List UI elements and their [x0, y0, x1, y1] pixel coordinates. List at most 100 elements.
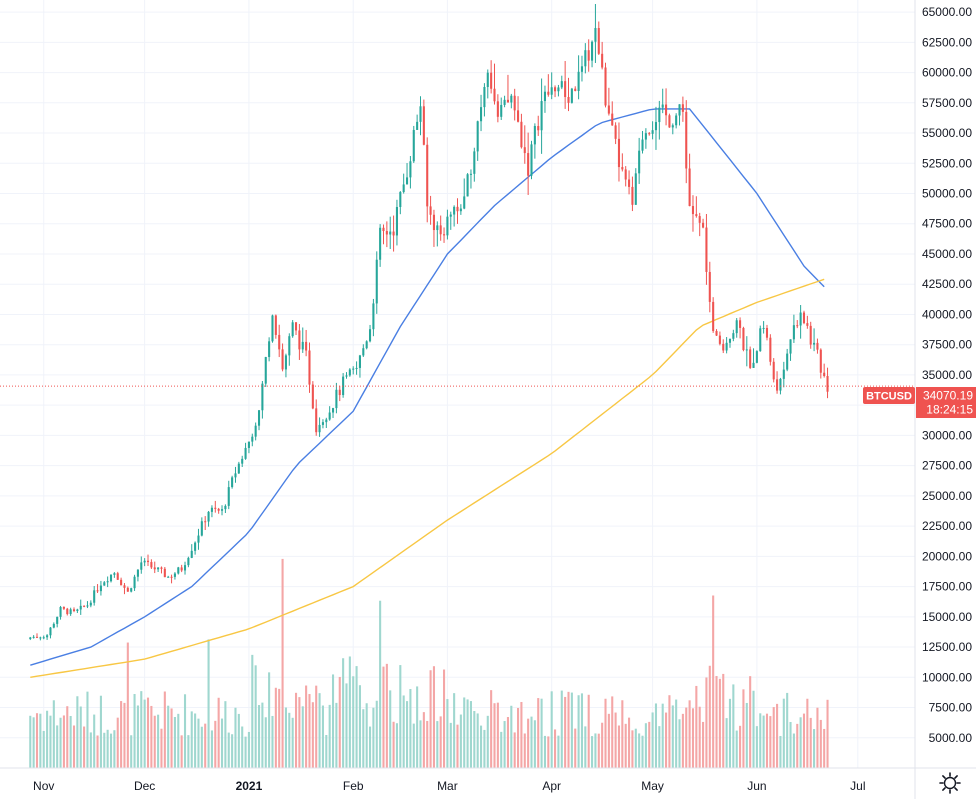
candle-body	[257, 410, 261, 426]
candle-body	[365, 341, 368, 349]
volume-bar	[409, 689, 412, 768]
volume-bar	[597, 733, 600, 768]
candle-body	[231, 477, 234, 488]
volume-bar	[533, 720, 536, 768]
candle-body	[197, 535, 200, 543]
price-tag-symbol: BTCUSD	[866, 391, 912, 403]
candle-body	[52, 623, 55, 628]
volume-bar	[126, 642, 129, 768]
candle-body	[183, 565, 187, 571]
candle-body	[305, 341, 308, 351]
volume-bar	[382, 666, 385, 768]
x-tick-label: Mar	[437, 779, 458, 793]
candle-body	[564, 81, 567, 98]
y-tick-label: 45000.00	[922, 247, 972, 261]
candle-body	[281, 349, 284, 370]
volume-bar	[685, 707, 688, 768]
volume-bar	[527, 718, 530, 768]
candle-body	[816, 342, 819, 350]
candle-body	[325, 419, 328, 423]
volume-bar	[806, 698, 809, 768]
candle-body	[301, 341, 304, 350]
y-tick-label: 27500.00	[922, 459, 972, 473]
candle-body	[577, 71, 580, 91]
candle-body	[762, 327, 765, 329]
candle-body	[251, 436, 254, 442]
candle-body	[611, 113, 614, 126]
volume-bar	[557, 735, 560, 768]
candle-body	[298, 330, 301, 350]
volume-bar	[772, 707, 775, 768]
volume-bar	[52, 700, 55, 768]
volume-bar	[251, 654, 254, 768]
volume-bar	[365, 703, 368, 768]
candle-body	[385, 231, 388, 235]
candle-body	[109, 574, 113, 582]
candle-body	[537, 126, 540, 131]
volume-bar	[644, 723, 647, 768]
volume-bar	[348, 656, 351, 768]
volume-bar	[368, 726, 372, 768]
candle-body	[220, 509, 224, 511]
volume-bar	[510, 705, 513, 768]
price-tag-countdown: 18:24:15	[926, 403, 973, 417]
candle-body	[76, 609, 79, 611]
candle-body	[661, 104, 664, 108]
volume-bar	[513, 732, 516, 768]
candle-body	[83, 605, 86, 607]
volume-bar	[671, 705, 674, 768]
candle-body	[318, 424, 321, 433]
volume-bar	[69, 715, 72, 768]
candle-body	[389, 231, 392, 235]
volume-bar	[658, 726, 661, 768]
candle-body	[49, 627, 52, 636]
candle-body	[715, 330, 718, 336]
candle-body	[500, 104, 503, 117]
candle-body	[419, 106, 422, 122]
x-tick-label: Dec	[134, 779, 155, 793]
candle-body	[140, 562, 143, 570]
volume-bar	[604, 698, 607, 768]
candle-body	[540, 101, 543, 131]
volume-bar	[210, 730, 213, 768]
volume-bar	[35, 713, 39, 768]
ma-long-line	[30, 278, 825, 678]
volume-bar	[688, 700, 691, 768]
volume-bar	[66, 706, 69, 768]
candle-body	[123, 585, 126, 588]
candle-body	[594, 28, 597, 42]
candle-body	[190, 550, 193, 558]
volume-bar	[93, 714, 96, 768]
volume-bar	[564, 696, 567, 768]
volume-bar	[278, 688, 281, 768]
volume-bar	[358, 685, 361, 768]
candle-body	[379, 227, 382, 260]
candle-body	[718, 335, 721, 344]
gear-icon[interactable]	[936, 769, 964, 797]
candle-body	[607, 105, 610, 114]
candle-body	[473, 151, 476, 174]
candle-body	[342, 376, 345, 396]
candle-body	[392, 231, 395, 236]
volume-bar	[355, 666, 358, 768]
candle-body	[362, 348, 365, 356]
volume-bar	[543, 735, 547, 768]
volume-bar	[123, 702, 126, 768]
candle-body	[143, 560, 146, 563]
candle-body	[348, 369, 351, 376]
candle-body	[806, 323, 809, 326]
volume-bar	[99, 695, 102, 768]
volume-bar	[177, 713, 180, 768]
candle-body	[180, 567, 183, 571]
candle-body	[802, 312, 806, 324]
ma-short-line	[30, 108, 825, 666]
candle-body	[567, 97, 570, 103]
volume-bar	[567, 691, 570, 768]
candle-body	[96, 590, 99, 592]
candle-body	[62, 607, 65, 609]
volume-bar	[301, 706, 304, 768]
candle-body	[466, 174, 469, 197]
volume-bar	[749, 676, 752, 768]
